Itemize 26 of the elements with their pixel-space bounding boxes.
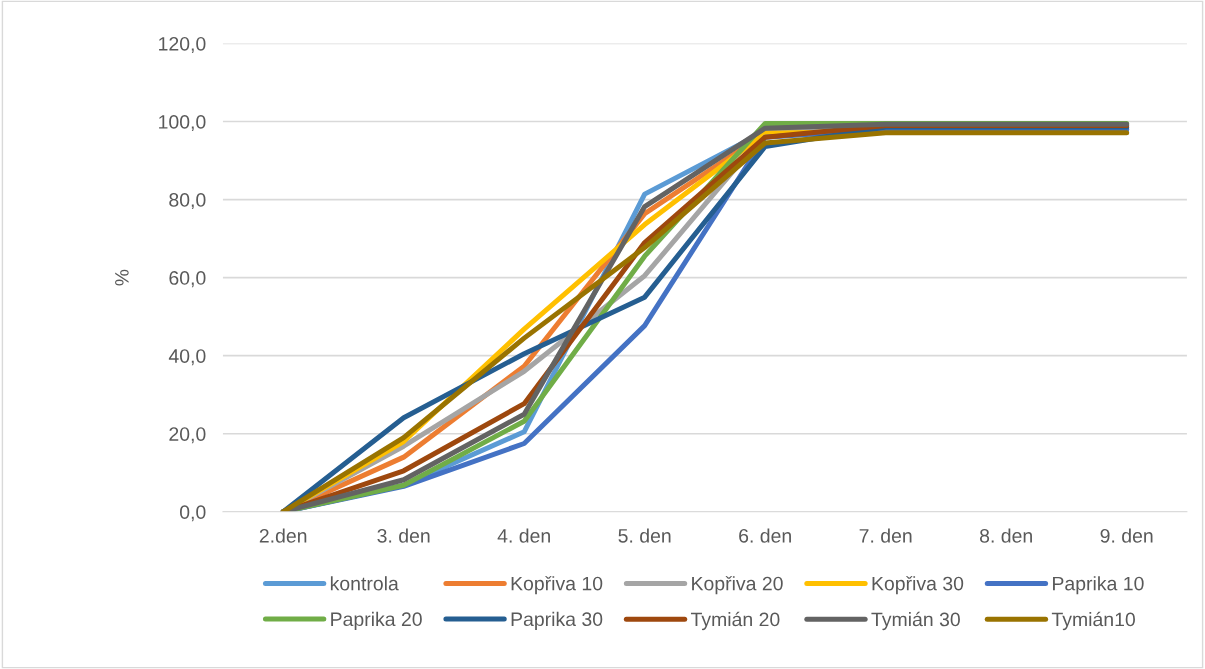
y-tick-label: 120,0 xyxy=(159,36,206,54)
x-tick-label: 3. den xyxy=(377,528,430,543)
y-tick-label: 20,0 xyxy=(169,427,206,444)
y-tick-label: 100,0 xyxy=(159,115,206,132)
legend-label: Paprika 10 xyxy=(1053,576,1144,595)
legend-label: Kopřiva 20 xyxy=(692,576,783,595)
y-tick-label: 60,0 xyxy=(169,271,206,288)
legend-label: Tymián 30 xyxy=(871,611,960,631)
x-tick-label: 8. den xyxy=(979,528,1032,543)
legend-label: Paprika 20 xyxy=(331,611,422,630)
y-tick-label: 40,0 xyxy=(168,349,206,366)
x-tick-label: 4. den xyxy=(497,528,550,543)
x-tick-label: 6. den xyxy=(739,528,791,543)
legend-label: kontrola xyxy=(330,576,399,591)
legend-label: Kopřiva 30 xyxy=(872,576,964,595)
legend-label: Tymián 20 xyxy=(690,611,780,631)
legend-label: Tymián10 xyxy=(1051,611,1135,631)
y-tick-label: 80,0 xyxy=(169,193,206,210)
legend-label: Kopřiva 10 xyxy=(511,576,603,595)
y-axis-title: % xyxy=(115,269,129,286)
x-tick-label: 9. den xyxy=(1100,528,1153,543)
x-tick-label: 2.den xyxy=(259,528,307,543)
x-tick-label: 7. den xyxy=(859,528,912,543)
legend-label: Paprika 30 xyxy=(511,611,603,630)
y-tick-label: 0,0 xyxy=(179,505,206,522)
x-tick-label: 5. den xyxy=(618,528,671,543)
